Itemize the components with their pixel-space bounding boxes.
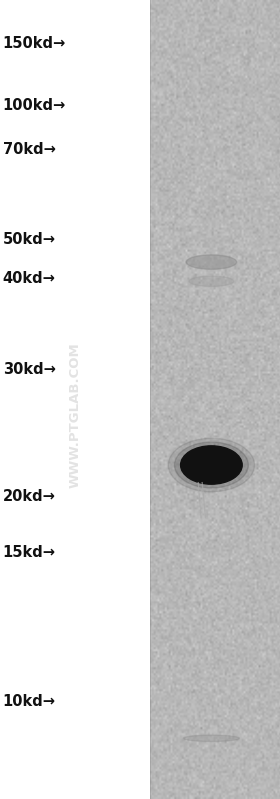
Text: 50kd→: 50kd→ — [3, 233, 56, 247]
Text: 70kd→: 70kd→ — [3, 142, 56, 157]
Text: 20kd→: 20kd→ — [3, 490, 56, 504]
Ellipse shape — [181, 446, 242, 484]
Bar — [150, 0, 151, 799]
Text: 150kd→: 150kd→ — [3, 37, 66, 51]
Ellipse shape — [174, 442, 248, 488]
Ellipse shape — [168, 438, 255, 492]
Ellipse shape — [183, 735, 239, 741]
Text: 30kd→: 30kd→ — [3, 362, 56, 376]
Ellipse shape — [189, 276, 234, 286]
Text: WWW.PTGLAB.COM: WWW.PTGLAB.COM — [69, 343, 82, 488]
Text: 40kd→: 40kd→ — [3, 271, 56, 285]
Text: 10kd→: 10kd→ — [3, 694, 56, 709]
Text: 15kd→: 15kd→ — [3, 546, 56, 560]
Ellipse shape — [186, 255, 237, 269]
Bar — [150, 0, 280, 799]
Text: 100kd→: 100kd→ — [3, 98, 66, 113]
